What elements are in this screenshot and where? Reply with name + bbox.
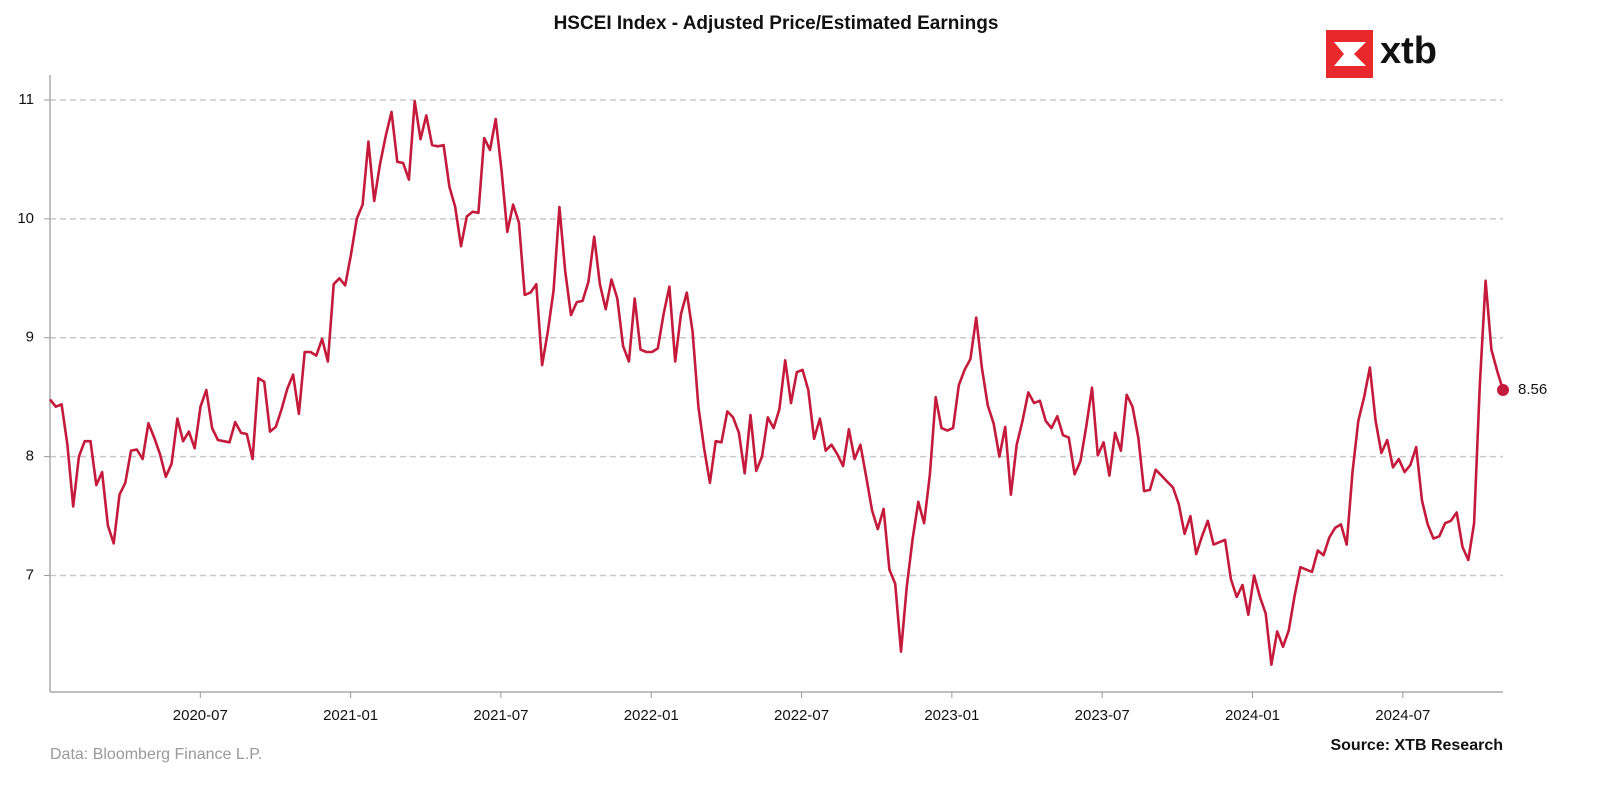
last-value-label: 8.56 <box>1518 381 1547 398</box>
chart-title: HSCEI Index - Adjusted Price/Estimated E… <box>554 13 999 34</box>
x-tick-label: 2021-01 <box>323 707 378 724</box>
y-tick-label: 9 <box>26 329 34 346</box>
data-note: Data: Bloomberg Finance L.P. <box>50 746 262 763</box>
logo: xtb <box>1326 30 1437 78</box>
y-tick-label: 10 <box>17 210 34 227</box>
x-tick-label: 2021-07 <box>473 707 528 724</box>
source-note: Source: XTB Research <box>1330 737 1503 754</box>
x-tick-label: 2020-07 <box>173 707 228 724</box>
x-tick-label: 2023-07 <box>1075 707 1130 724</box>
x-tick-label: 2022-07 <box>774 707 829 724</box>
x-tick-label: 2024-01 <box>1225 707 1280 724</box>
logo-mark <box>1334 42 1366 66</box>
x-tick-label: 2023-01 <box>924 707 979 724</box>
y-tick-label: 11 <box>18 91 34 108</box>
x-tick-label: 2022-01 <box>624 707 679 724</box>
y-tick-label: 8 <box>26 448 34 465</box>
x-tick-label: 2024-07 <box>1375 707 1430 724</box>
logo-text: xtb <box>1380 30 1437 72</box>
last-point <box>1497 384 1509 397</box>
y-tick-label: 7 <box>26 566 34 583</box>
series-line <box>48 99 1505 666</box>
